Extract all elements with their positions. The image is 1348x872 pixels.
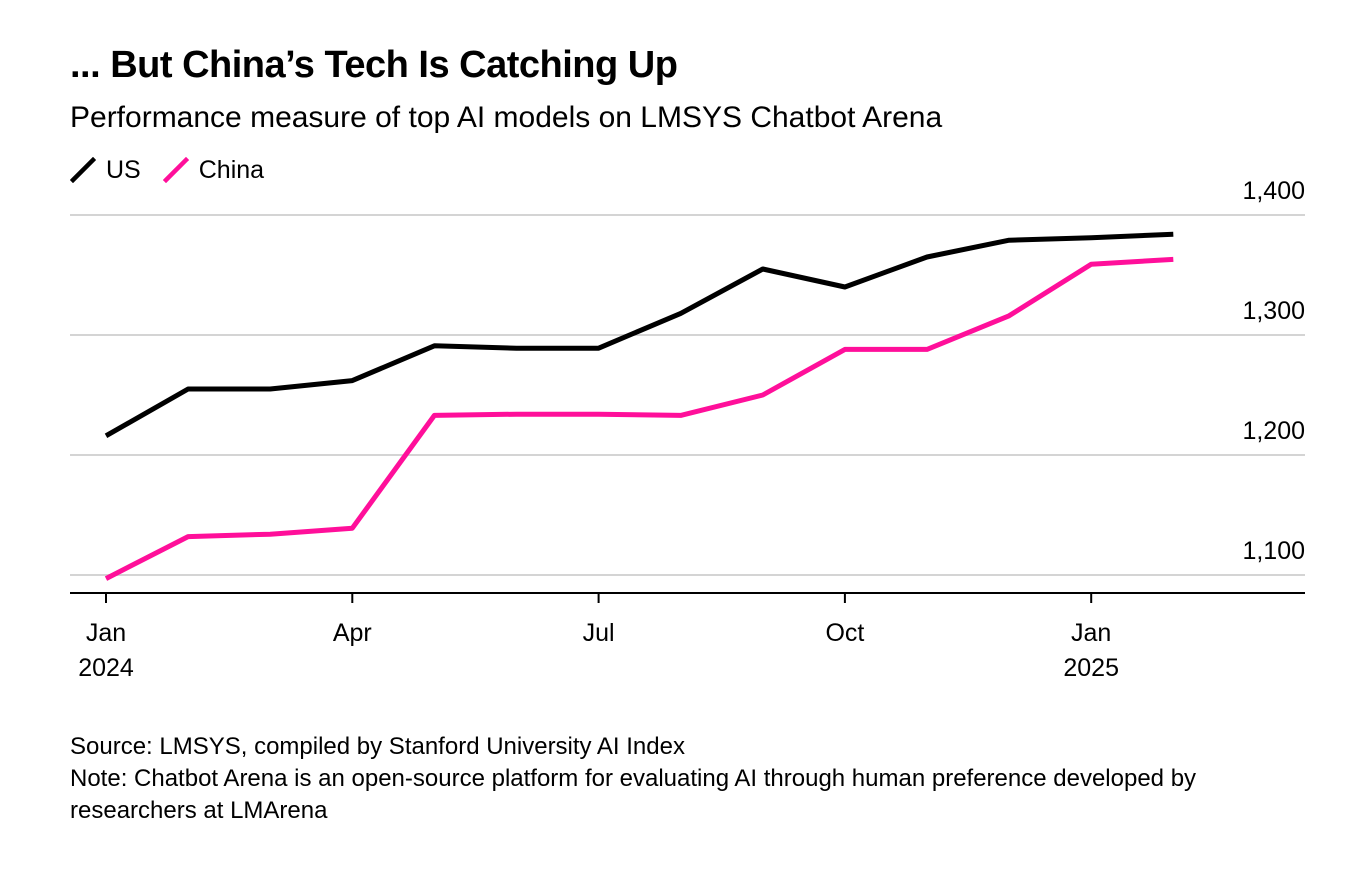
data-point-china-8 [760,392,766,398]
y-tick-label-1100: 1,100 [1242,537,1305,565]
legend-swatch-us [70,157,96,183]
data-point-china-0 [103,576,109,582]
data-point-china-12 [1088,261,1094,267]
data-point-us-1 [185,386,191,392]
data-point-us-6 [596,345,602,351]
data-point-china-4 [431,412,437,418]
data-point-us-10 [924,254,930,260]
legend-item-china: China [162,155,265,185]
source-note: Source: LMSYS, compiled by Stanford Univ… [70,733,685,760]
legend-item-us: US [70,156,141,185]
y-tick-label-1300: 1,300 [1242,297,1305,325]
legend-swatch-china [162,157,189,183]
x-tick-label-9: Oct [825,619,864,647]
x-tick-year-12: 2025 [1063,654,1119,682]
legend-label-us: US [106,155,141,184]
data-point-us-11 [1006,237,1012,243]
data-point-us-0 [103,433,109,439]
series-line-us [104,231,1174,438]
data-point-china-5 [514,411,520,417]
x-tick-label-6: Jul [583,619,615,647]
data-point-china-13 [1170,256,1176,262]
x-tick-label-3: Apr [333,619,372,647]
x-tick-label-0: Jan [86,619,126,647]
y-tick-label-1400: 1,400 [1242,177,1305,205]
data-point-us-8 [760,266,766,272]
data-point-china-9 [842,346,848,352]
data-point-china-6 [596,411,602,417]
chart-title: ... But China’s Tech Is Catching Up [70,44,678,86]
x-tick-label-12: Jan [1071,619,1111,647]
chart-subtitle: Performance measure of top AI models on … [70,101,943,134]
data-point-us-2 [267,386,273,392]
data-point-china-7 [678,412,684,418]
data-point-china-11 [1006,313,1012,319]
data-point-us-9 [842,284,848,290]
series-line-china [104,256,1174,581]
data-point-china-3 [349,525,355,531]
data-point-us-7 [678,310,684,316]
data-point-china-1 [185,534,191,540]
line-chart: 1,100 1,200 1,300 1,400 Jan 2024 Apr Jul Oct Jan 2… [70,177,1305,682]
data-point-us-13 [1170,231,1176,237]
footnote: Note: Chatbot Arena is an open-source pl… [70,765,1197,824]
data-point-us-5 [514,345,520,351]
x-tick-year-0: 2024 [78,654,134,682]
y-tick-label-1200: 1,200 [1242,417,1305,445]
data-point-china-2 [267,531,273,537]
data-point-china-10 [924,346,930,352]
legend-label-china: China [198,155,265,184]
data-point-us-12 [1088,235,1094,241]
footer: Source: LMSYS, compiled by Stanford Univ… [70,731,1290,827]
data-point-us-3 [349,378,355,384]
legend: US China [70,154,286,186]
data-point-us-4 [431,343,437,349]
